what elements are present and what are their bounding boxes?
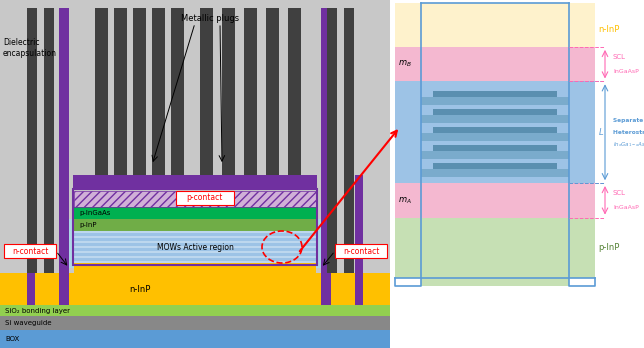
Text: InGaAsP: InGaAsP: [613, 69, 639, 73]
Bar: [74, 238, 316, 241]
Bar: [0, 273, 390, 305]
Bar: [74, 243, 316, 246]
Bar: [0, 305, 390, 316]
Bar: [321, 8, 331, 305]
Bar: [200, 8, 213, 175]
Text: Separate Confinement: Separate Confinement: [613, 118, 644, 122]
Text: MOWs Active region: MOWs Active region: [156, 243, 233, 252]
Bar: [316, 219, 321, 268]
Bar: [74, 258, 316, 261]
Text: $In_xGa_{1-x}As_xP_{1-x}$: $In_xGa_{1-x}As_xP_{1-x}$: [613, 140, 644, 149]
Bar: [433, 145, 557, 151]
Bar: [421, 278, 569, 286]
Bar: [44, 8, 54, 273]
Bar: [433, 163, 557, 169]
Bar: [74, 253, 316, 256]
Bar: [395, 183, 595, 218]
Bar: [73, 189, 317, 265]
Text: Metallic plugs: Metallic plugs: [181, 14, 239, 23]
Bar: [244, 8, 257, 175]
Bar: [74, 234, 316, 236]
Bar: [0, 0, 390, 348]
Text: $m_A$: $m_A$: [398, 195, 412, 206]
Bar: [222, 8, 235, 175]
Bar: [27, 8, 37, 273]
Bar: [176, 191, 234, 205]
Bar: [73, 175, 317, 189]
Bar: [433, 127, 557, 133]
Bar: [74, 207, 316, 219]
Bar: [0, 316, 390, 330]
Text: InGaAsP: InGaAsP: [613, 205, 639, 210]
Bar: [395, 218, 595, 278]
Bar: [288, 8, 301, 175]
Bar: [69, 219, 74, 268]
Text: n-contact: n-contact: [12, 246, 48, 255]
Bar: [421, 115, 569, 123]
Text: p-InP: p-InP: [79, 222, 97, 228]
Bar: [133, 8, 146, 175]
Text: n-InP: n-InP: [129, 285, 151, 293]
Bar: [171, 8, 184, 175]
Bar: [344, 8, 354, 273]
Text: p-InGaAs: p-InGaAs: [79, 210, 110, 216]
Bar: [74, 248, 316, 251]
Bar: [421, 169, 569, 177]
Bar: [421, 151, 569, 159]
Bar: [59, 8, 69, 305]
Bar: [114, 8, 127, 175]
Bar: [74, 191, 316, 207]
Bar: [74, 219, 316, 231]
Bar: [95, 8, 108, 175]
Bar: [152, 8, 165, 175]
Bar: [266, 8, 279, 175]
Text: BOX: BOX: [5, 336, 19, 342]
Text: n-InP: n-InP: [598, 25, 620, 34]
Text: Dielectric
encapsulation: Dielectric encapsulation: [3, 38, 57, 58]
Bar: [395, 3, 595, 47]
Text: Heterostructure (SCH): Heterostructure (SCH): [613, 130, 644, 135]
Bar: [395, 47, 595, 81]
Bar: [395, 81, 595, 183]
Bar: [327, 8, 337, 273]
Text: SCL: SCL: [613, 54, 626, 60]
Text: $m_B$: $m_B$: [398, 59, 412, 70]
Bar: [0, 330, 390, 348]
Bar: [27, 175, 35, 305]
Bar: [433, 91, 557, 97]
Bar: [74, 263, 316, 273]
Text: p-InP: p-InP: [598, 243, 620, 252]
Text: n-contact: n-contact: [343, 246, 379, 255]
Bar: [421, 133, 569, 141]
Bar: [74, 191, 316, 207]
Text: SiO₂ bonding layer: SiO₂ bonding layer: [5, 308, 70, 314]
Bar: [355, 175, 363, 305]
Text: p-contact: p-contact: [187, 193, 223, 202]
Text: L: L: [599, 128, 603, 137]
Bar: [74, 231, 316, 263]
Bar: [335, 244, 387, 258]
Bar: [4, 244, 56, 258]
Bar: [421, 97, 569, 105]
Text: SCL: SCL: [613, 190, 626, 196]
Bar: [433, 109, 557, 115]
Text: Si waveguide: Si waveguide: [5, 320, 52, 326]
